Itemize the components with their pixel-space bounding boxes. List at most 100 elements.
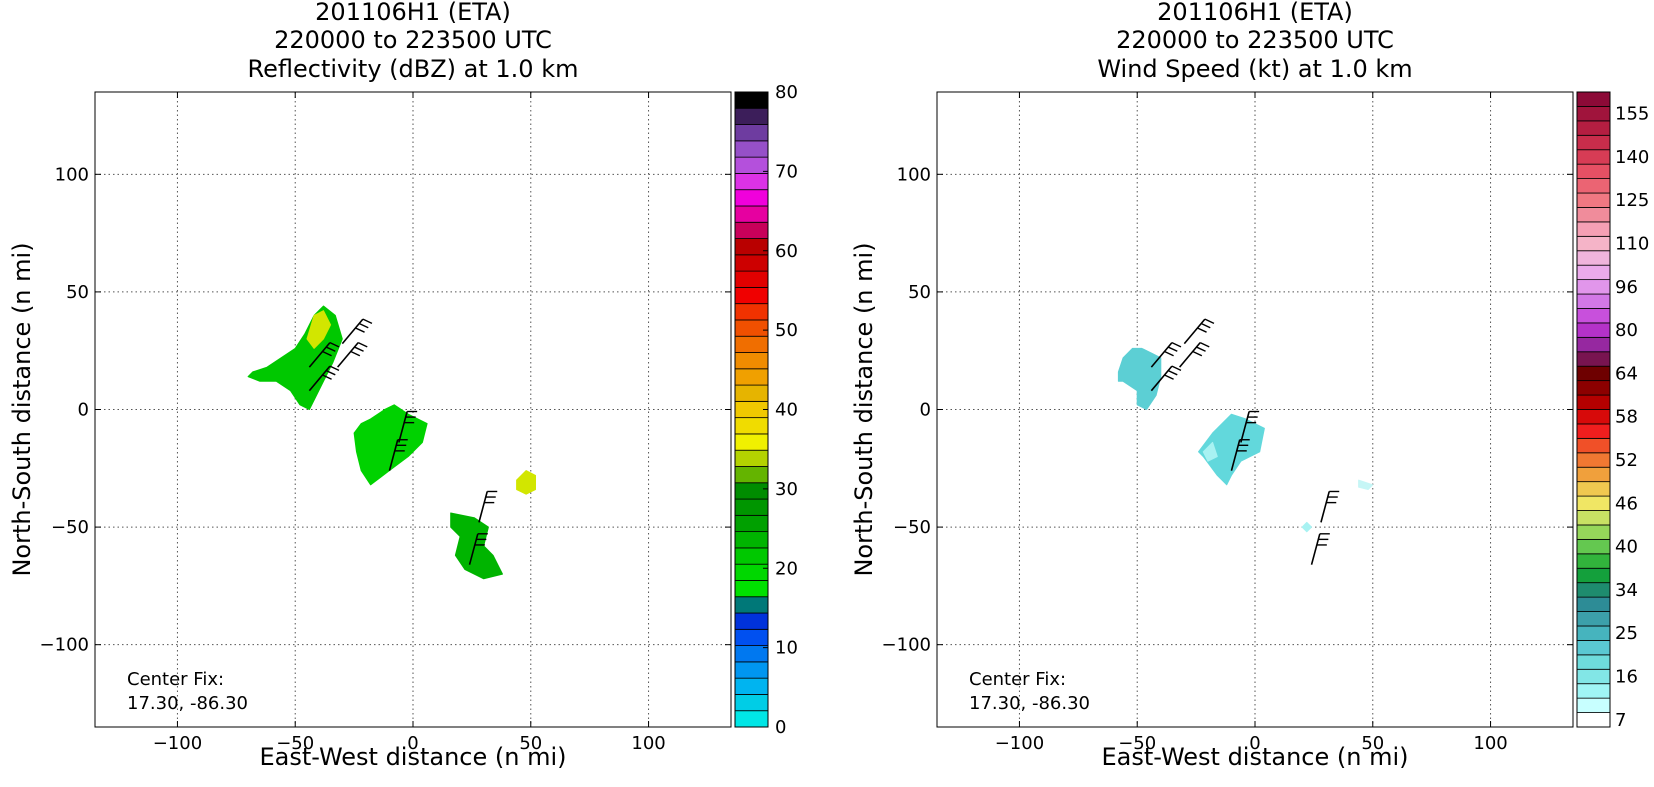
y-axis-label: North-South distance (n mi) <box>850 242 878 576</box>
chart-title-line: Wind Speed (kt) at 1.0 km <box>1097 55 1412 83</box>
y-tick-label: −50 <box>51 517 89 538</box>
x-tick-label: 50 <box>519 733 542 754</box>
colorbar-segment <box>1576 235 1611 252</box>
colorbar-segment <box>1576 553 1611 569</box>
wind-barb-flag <box>1164 350 1174 357</box>
colorbar-segment <box>1576 452 1611 468</box>
colorbar-tick-label: 80 <box>1615 320 1638 341</box>
colorbar-segment <box>1576 322 1611 338</box>
x-tick-label: 100 <box>631 733 665 754</box>
colorbar-segment <box>1576 697 1611 713</box>
center-fix-value: 17.30, -86.30 <box>969 693 1090 714</box>
chart-title-line: 220000 to 223500 UTC <box>1116 26 1394 54</box>
colorbar-segment <box>734 661 769 679</box>
colorbar-segment <box>1576 207 1611 223</box>
colorbar-tick-label: 140 <box>1615 147 1649 168</box>
wind-barb-flag <box>1196 346 1206 352</box>
colorbar-segment <box>734 238 769 256</box>
colorbar-segment <box>734 319 769 337</box>
colorbar-frame <box>1576 91 1611 728</box>
x-tick-label: −100 <box>995 733 1044 754</box>
echo-region <box>306 310 332 349</box>
plot-area <box>937 92 1573 727</box>
colorbar-segment <box>1576 120 1611 136</box>
colorbar-tick-label: 155 <box>1615 104 1649 125</box>
x-axis-label: East-West distance (n mi) <box>1101 743 1408 771</box>
colorbar-segment <box>1576 351 1611 367</box>
chart-title-line: 220000 to 223500 UTC <box>274 26 552 54</box>
colorbar-tick-label: 25 <box>1615 623 1638 644</box>
wind-barb-flag <box>1164 374 1174 380</box>
colorbar-tick-label: 125 <box>1615 190 1649 211</box>
colorbar-segment <box>734 335 769 353</box>
colorbar-segment <box>734 466 769 484</box>
colorbar-segment <box>1576 596 1611 612</box>
colorbar-segment <box>1576 149 1611 165</box>
colorbar-tick-label: 60 <box>775 241 798 262</box>
colorbar-tick-label: 46 <box>1615 493 1638 514</box>
x-tick-label: 0 <box>407 733 418 754</box>
colorbar-segment <box>1576 611 1611 627</box>
wind-barb-flag <box>362 318 373 324</box>
colorbar: 0 10 20 30 40 50 60 70 80 <box>734 82 798 738</box>
colorbar-segment <box>734 417 769 435</box>
colorbar-segment <box>734 270 769 288</box>
colorbar-segment <box>1576 423 1611 439</box>
colorbar-tick-label: 58 <box>1615 407 1638 428</box>
colorbar: 7 16 25 34 40 46 52 58 64 80 96 110 125 140 155 <box>1576 91 1649 731</box>
colorbar-tick-label: 96 <box>1615 277 1638 298</box>
colorbar-segment <box>734 303 769 321</box>
colorbar-segment <box>1576 178 1611 194</box>
x-tick-label: −100 <box>153 733 202 754</box>
chart-title-line: Reflectivity (dBZ) at 1.0 km <box>248 55 579 83</box>
y-tick-label: 100 <box>897 164 931 185</box>
wind-barb-flag <box>354 346 364 352</box>
colorbar-segment <box>734 563 769 581</box>
colorbar-segment <box>734 368 769 386</box>
colorbar-segment <box>734 254 769 272</box>
wind-barb-flag <box>1167 369 1178 376</box>
colorbar-segment <box>1576 668 1611 685</box>
colorbar-segment <box>1576 192 1611 208</box>
colorbar-segment <box>734 677 769 695</box>
colorbar-segment <box>1576 582 1611 598</box>
y-tick-label: 0 <box>920 400 931 421</box>
colorbar-segment <box>1576 481 1611 497</box>
wind-barb-flag <box>329 365 340 372</box>
colorbar-segment <box>734 694 769 712</box>
center-fix-value: 17.30, -86.30 <box>127 693 248 714</box>
colorbar-segment <box>734 124 769 142</box>
colorbar-segment <box>734 384 769 402</box>
chart-title-line: 201106H1 (ETA) <box>1157 0 1353 26</box>
colorbar-segment <box>1576 279 1611 295</box>
wind-barb-flag <box>350 350 361 357</box>
colorbar-tick-label: 40 <box>775 400 798 421</box>
colorbar-segment <box>1576 510 1611 526</box>
colorbar-segment <box>1576 712 1611 728</box>
colorbar-segment <box>734 286 769 305</box>
colorbar-segment <box>734 107 769 125</box>
colorbar-segment <box>1576 538 1611 555</box>
colorbar-segment <box>1576 437 1611 454</box>
colorbar-segment <box>734 173 769 191</box>
wind-barb-flag <box>1171 365 1182 372</box>
wind-barb-flag <box>322 374 332 380</box>
colorbar-segment <box>1576 409 1611 425</box>
colorbar-tick-label: 0 <box>775 717 786 738</box>
y-tick-label: −100 <box>40 635 89 656</box>
colorbar-segment <box>734 352 769 370</box>
colorbar-segment <box>1576 466 1611 483</box>
colorbar-segment <box>1576 640 1611 656</box>
colorbar-tick-label: 70 <box>775 161 798 182</box>
y-tick-label: −100 <box>882 635 931 656</box>
colorbar-segment <box>734 433 769 451</box>
colorbar-tick-label: 30 <box>775 479 798 500</box>
echo-region <box>450 512 503 580</box>
y-tick-label: 50 <box>66 282 89 303</box>
wind-barb-flag <box>329 342 340 348</box>
colorbar-tick-label: 110 <box>1615 234 1649 255</box>
colorbar-segment <box>734 205 769 223</box>
colorbar-tick-label: 16 <box>1615 666 1638 687</box>
wind-barb-flag <box>1192 350 1203 357</box>
colorbar-tick-label: 20 <box>775 558 798 579</box>
